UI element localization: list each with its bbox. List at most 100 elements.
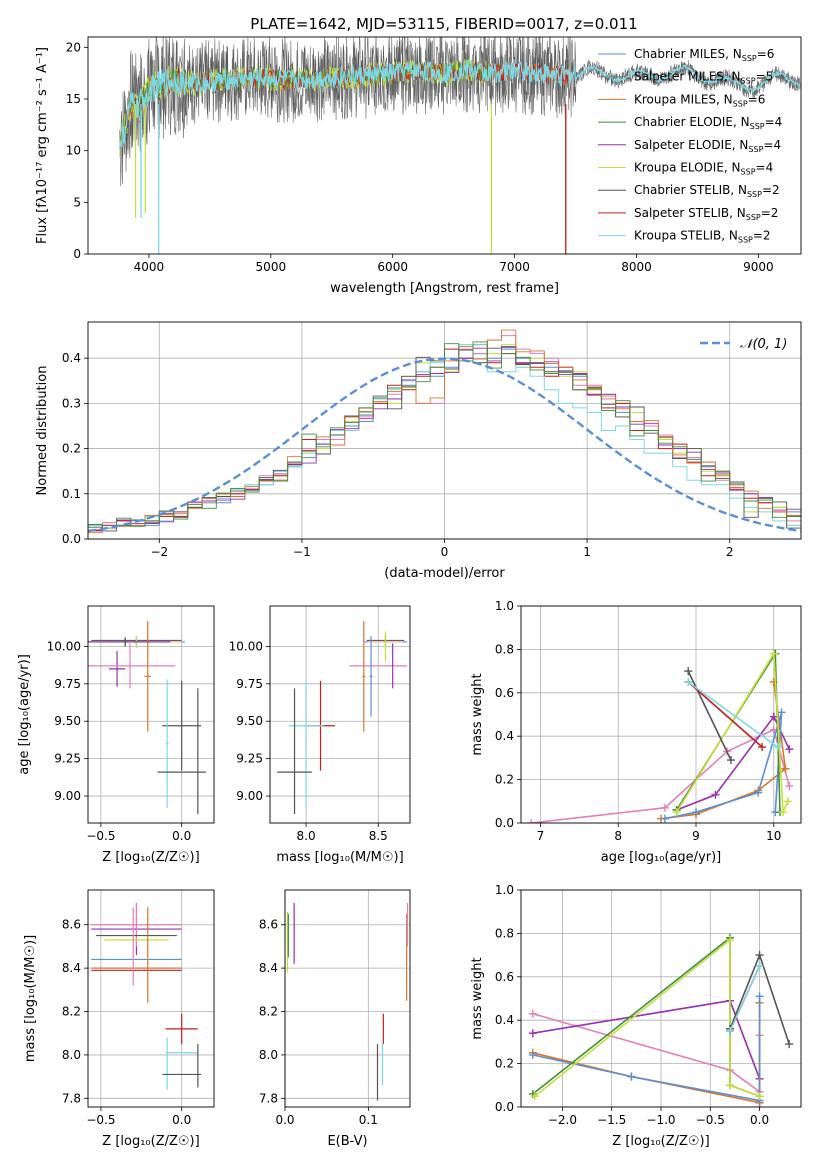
plot-area [88,329,801,534]
weight-marker [785,782,794,791]
weight-line-salpeter_elodie [532,999,761,1103]
x-axis-label: Z [log₁₀(Z/Z☉)] [612,1134,709,1149]
weight-marker [627,1072,636,1081]
x-tick-label: −0.5 [86,829,115,843]
x-tick-label: −0.5 [86,1113,115,1127]
plot-area [91,903,202,1090]
axes-frame [520,605,802,824]
x-tick-label: 7000 [499,260,530,274]
weight-line-chabrier_stelib [687,670,732,761]
y-tick-label: 0.8 [495,926,514,940]
plot-area [286,903,409,1101]
legend-label: Kroupa MILES, NSSP=6 [634,92,765,108]
legend-label: Chabrier ELODIE, NSSP=4 [634,115,782,131]
y-tick-label: 9.25 [54,752,81,766]
y-axis-label: mass [log₁₀(M/M☉)] [23,935,38,1062]
y-tick-label: 0.4 [495,1013,514,1027]
legend-label: Salpeter ELODIE, NSSP=4 [634,138,781,154]
x-axis-label: wavelength [Angstrom, rest frame] [330,281,559,296]
x-tick-label: 0.0 [172,1113,191,1127]
x-tick-label: 10 [766,829,781,843]
weight-line-chabrier_elodie [532,936,760,1097]
y-tick-label: 9.75 [236,677,263,691]
y-axis-label: Flux [fλ10⁻¹⁷ erg cm⁻² s⁻¹ A⁻¹] [35,47,50,244]
weight-marker [755,951,764,960]
y-axis-label: mass weight [470,957,485,1039]
plot-area [527,649,794,823]
x-axis-label: E(B-V) [327,1134,367,1149]
y-tick-label: 0.2 [495,1057,514,1071]
weight-marker [527,819,536,823]
x-tick-label: 0.1 [359,1113,378,1127]
weight-marker [528,1029,537,1038]
x-axis-label: (data-model)/error [384,566,505,581]
x-tick-label: 7 [537,829,545,843]
x-tick-label: 0.0 [750,1113,769,1127]
y-tick-label: 0.0 [495,816,514,830]
plot-area [528,933,794,1107]
y-tick-label: 9.00 [236,789,263,803]
y-tick-label: 10 [66,144,81,158]
y-tick-label: 8.0 [259,1048,278,1062]
x-tick-label: −0.5 [696,1113,725,1127]
spectrum-line-kroupa_stelib [119,59,801,149]
y-tick-label: 0.0 [62,532,81,546]
y-tick-label: 9.25 [236,752,263,766]
y-tick-label: 8.6 [62,918,81,932]
y-tick-label: 0.4 [62,351,81,365]
plot-area [119,37,801,254]
weight-marker [769,649,778,658]
axes-frame [87,605,215,824]
weight-marker [684,667,693,676]
y-tick-label: 0.1 [62,487,81,501]
y-tick-label: 0.0 [495,1100,514,1114]
axes-frame [87,889,215,1108]
y-tick-label: 9.00 [54,789,81,803]
y-tick-label: 9.75 [54,677,81,691]
legend-label: Kroupa STELIB, NSSP=2 [634,229,771,245]
y-tick-label: 0 [73,247,81,261]
age-vs-metallicity-panel: −0.5 0.0 9.00 9.25 9.50 9.75 10.00 Z [log₁₀(Z/Z… [17,605,215,865]
x-tick-label: 8.0 [297,829,316,843]
y-tick-label: 20 [66,40,81,54]
weight-line-kroupa_stelib [729,965,761,1032]
x-tick-label: 9 [692,829,700,843]
legend-label: Salpeter MILES, NSSP=5 [634,70,773,86]
weight-vs-age-panel: 7 8 9 10 0.0 0.2 0.4 0.6 0.8 1.0 age [log₁₀(age/yr… [470,599,802,865]
x-tick-label: 5000 [256,260,287,274]
x-tick-label: 0.0 [172,829,191,843]
figure-title: PLATE=1642, MJD=53115, FIBERID=0017, z=0… [250,15,637,33]
x-tick-label: −1.0 [646,1113,675,1127]
axes-frame [520,889,802,1108]
legend-label: Salpeter STELIB, NSSP=2 [634,206,778,222]
weight-marker [773,743,782,752]
weight-marker [672,808,681,817]
weight-marker [660,803,669,812]
normal-curve [88,357,801,533]
x-axis-label: age [log₁₀(age/yr)] [601,850,722,865]
x-tick-label: −2 [150,545,168,559]
y-tick-label: 7.8 [259,1091,278,1105]
residual-histogram-panel: −2 −1 0 1 2 0.0 0.1 0.2 0.3 0.4 (data-model)/error… [35,321,802,581]
axes-frame [284,889,411,1108]
x-axis-label: Z [log₁₀(Z/Z☉)] [102,1134,199,1149]
y-axis-label: mass weight [470,673,485,755]
x-tick-label: 9000 [743,260,774,274]
weight-marker [777,708,786,717]
y-tick-label: 1.0 [495,883,514,897]
weight-marker [726,1027,735,1036]
weight-marker [528,1009,537,1018]
axes-frame [87,321,802,540]
y-tick-label: 0.2 [62,442,81,456]
weight-marker [783,797,792,806]
weight-marker [660,814,669,823]
plot-area [88,620,206,815]
weight-marker [755,992,764,1001]
y-tick-label: 8.2 [62,1005,81,1019]
histogram-chabrier_elodie [88,341,801,529]
weight-marker [727,756,735,765]
y-tick-label: 10.00 [47,639,81,653]
legend: Chabrier MILES, NSSP=6 Salpeter MILES, NS… [598,47,782,245]
y-axis-label: Normed distribution [35,366,50,496]
